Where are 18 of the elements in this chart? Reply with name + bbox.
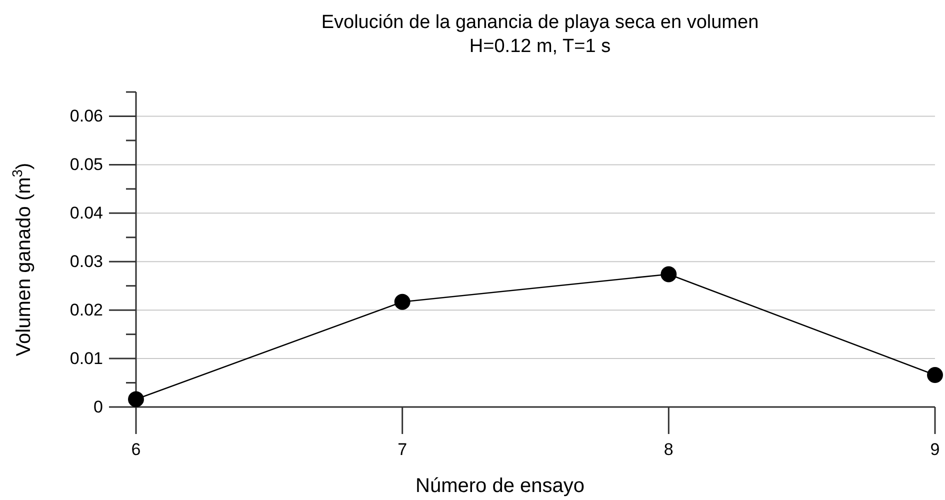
x-tick-label: 9	[930, 440, 940, 460]
x-tick-label: 7	[398, 440, 408, 460]
y-tick-label: 0.06	[70, 106, 103, 126]
y-tick-label: 0.02	[70, 300, 103, 320]
x-tick-label: 6	[131, 440, 141, 460]
point	[394, 294, 410, 310]
y-tick-label: 0.05	[70, 155, 103, 174]
chart-subtitle: H=0.12 m, T=1 s	[469, 36, 611, 57]
y-tick-label: 0.04	[70, 204, 103, 223]
point	[660, 266, 677, 282]
y-tick-label: 0.01	[70, 348, 103, 368]
chart-title: Evolución de la ganancia de playa seca en volumen	[321, 12, 759, 33]
y-tick-label: 0	[94, 397, 103, 416]
y-tick-label: 0.03	[70, 252, 103, 272]
x-tick-label: 8	[664, 440, 674, 460]
x-axis-title: Número de ensayo	[416, 475, 584, 497]
point	[927, 367, 943, 383]
point	[128, 391, 144, 408]
